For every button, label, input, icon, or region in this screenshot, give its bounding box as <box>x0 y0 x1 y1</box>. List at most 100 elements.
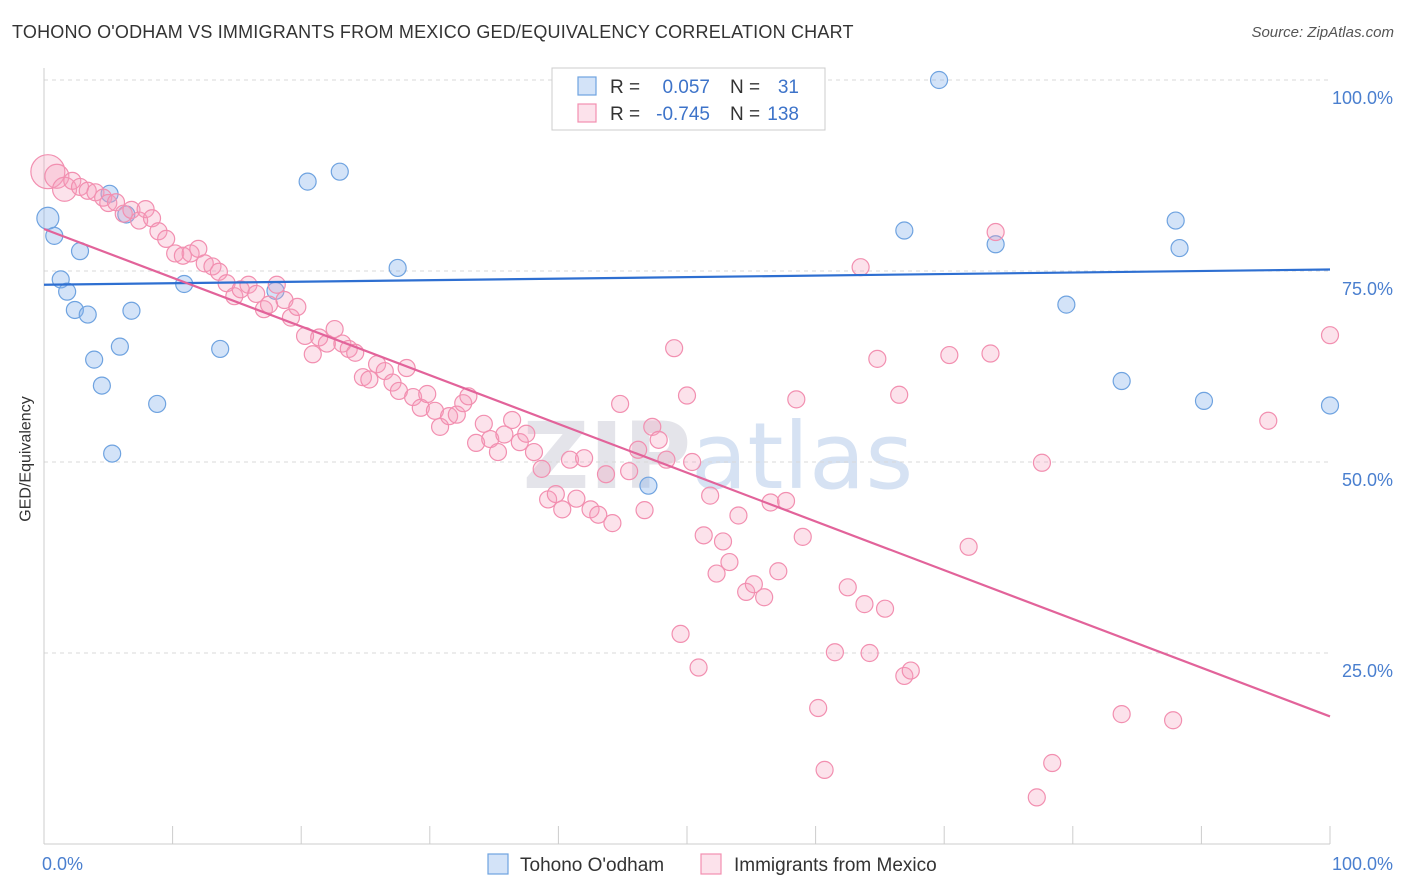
mexico-point <box>707 564 726 583</box>
tohono-point <box>298 172 317 191</box>
y-tick-label: 50.0% <box>1342 470 1393 490</box>
mexico-point <box>136 200 155 219</box>
mexico-point <box>44 163 70 189</box>
mexico-point <box>78 181 97 200</box>
mexico-point <box>418 384 437 404</box>
mexico-point <box>901 661 920 680</box>
tohono-point <box>122 301 141 320</box>
mexico-point <box>694 526 713 545</box>
mexico-point <box>325 319 344 339</box>
tohono-point <box>895 221 914 240</box>
mexico-point <box>99 193 118 213</box>
legend-n-label: N = <box>730 77 760 98</box>
mexico-point <box>815 760 834 779</box>
mexico-point <box>466 433 486 452</box>
legend-n-value: 138 <box>767 104 799 125</box>
mexico-point <box>603 514 622 533</box>
mexico-point <box>425 401 445 420</box>
tohono-point <box>1170 238 1189 258</box>
watermark: ZIPatlas <box>523 403 914 510</box>
legend-swatch <box>577 103 597 123</box>
tohono-point <box>639 476 658 495</box>
tohono-point <box>1057 295 1076 314</box>
tohono-point <box>330 162 349 181</box>
mexico-point <box>737 582 756 601</box>
mexico-point <box>1027 788 1046 807</box>
mexico-point <box>729 506 748 525</box>
mexico-point <box>851 258 870 277</box>
mexico-point <box>809 698 828 718</box>
legend-r-label: R = <box>610 104 640 125</box>
bottom-legend-label: Tohono O'odham <box>520 855 664 876</box>
mexico-point <box>503 410 522 430</box>
tohono-point <box>148 394 167 414</box>
mexico-trend-line <box>43 227 1331 718</box>
tohono-point <box>388 258 407 278</box>
mexico-point <box>575 449 594 468</box>
y-tick-label: 100.0% <box>1332 88 1393 108</box>
mexico-point <box>755 588 774 607</box>
mexico-point <box>1032 453 1052 472</box>
mexico-point <box>532 459 551 478</box>
mexico-point <box>986 222 1005 242</box>
mexico-point <box>360 370 379 389</box>
mexico-point <box>769 562 788 581</box>
mexico-point <box>589 505 608 524</box>
mexico-point <box>649 430 668 449</box>
mexico-point <box>488 442 508 462</box>
mexico-point <box>259 295 279 314</box>
chart-title: TOHONO O'ODHAM VS IMMIGRANTS FROM MEXICO… <box>12 22 854 42</box>
y-tick-label: 75.0% <box>1342 279 1393 299</box>
mexico-point <box>149 222 168 241</box>
mexico-point <box>940 345 959 365</box>
legend-frame <box>551 67 826 131</box>
mexico-point <box>635 501 654 520</box>
legend-n-value: 31 <box>778 77 799 98</box>
bottom-legend: Tohono O'odham Immigrants from Mexico <box>487 853 937 876</box>
mexico-point <box>303 345 322 364</box>
mexico-point <box>546 484 565 504</box>
mexico-point <box>495 425 514 444</box>
legend-swatch <box>577 76 597 96</box>
tohono-point <box>110 337 129 356</box>
mexico-point <box>611 394 630 414</box>
mexico-point <box>267 275 286 294</box>
mexico-point <box>701 486 720 505</box>
mexico-point <box>553 500 572 519</box>
tohono-point <box>92 376 111 395</box>
mexico-point <box>1043 753 1062 773</box>
mexico-point <box>157 229 176 249</box>
mexico-point <box>683 452 702 472</box>
mexico-point <box>288 297 307 317</box>
mexico-point <box>439 407 459 426</box>
mexico-point <box>855 595 874 614</box>
mexico-point <box>671 624 690 644</box>
mexico-point <box>744 575 763 594</box>
mexico-point <box>860 643 879 663</box>
mexico-point <box>596 465 616 484</box>
legend-r-value: 0.057 <box>662 77 710 98</box>
mexico-point <box>620 462 639 481</box>
tohono-point <box>1320 396 1340 415</box>
mexico-point <box>1320 326 1340 345</box>
mexico-point <box>247 284 266 304</box>
mexico-point <box>838 578 857 597</box>
legend-r-value: -0.745 <box>656 104 710 125</box>
mexico-point <box>981 344 1000 363</box>
legend-box: R = 0.057 N = 31 R = -0.745 N = 138 <box>551 67 826 131</box>
mexico-point <box>665 339 684 358</box>
mexico-point <box>868 349 887 368</box>
mexico-point <box>1259 411 1278 430</box>
mexico-point <box>787 390 806 409</box>
tohono-trend-line <box>43 268 1331 286</box>
mexico-point <box>959 537 978 556</box>
mexico-point <box>447 405 466 424</box>
source-note: Source: ZipAtlas.com <box>1251 24 1394 41</box>
tohono-point <box>1166 211 1185 230</box>
mexico-point <box>677 386 697 405</box>
legend-n-label: N = <box>730 104 760 125</box>
mexico-point <box>713 532 733 551</box>
mexico-point <box>239 275 258 294</box>
bottom-legend-swatch <box>700 853 722 875</box>
